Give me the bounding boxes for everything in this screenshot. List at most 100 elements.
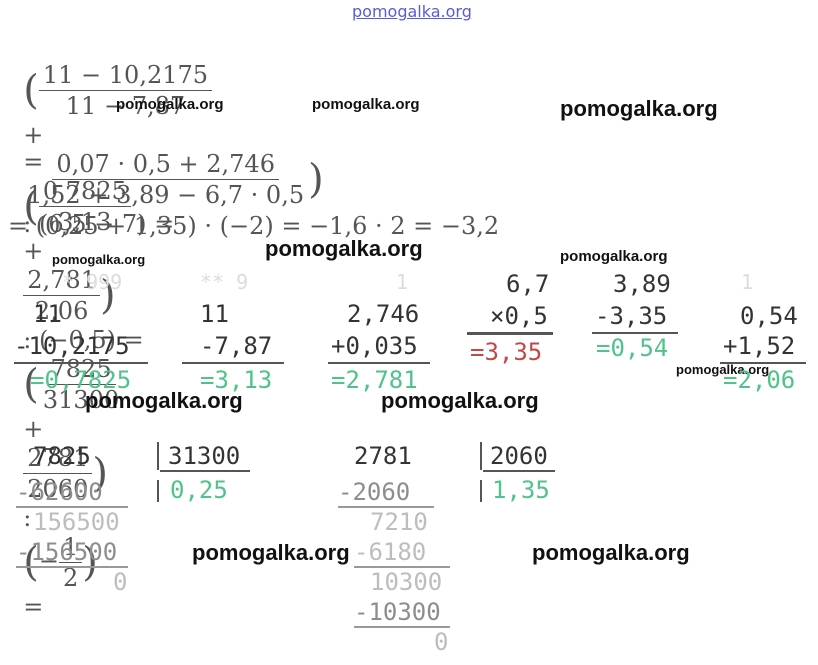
fraction-1-numerator: 11 − 10,2175 xyxy=(38,60,213,91)
column-result: =3,35 xyxy=(470,338,543,366)
plus-sign: + xyxy=(23,121,44,149)
watermark: pomogalka.org xyxy=(676,362,770,377)
fraction-1: 11 − 10,2175 11 − 7,87 xyxy=(38,60,213,121)
column-operand: +1,52 xyxy=(723,332,796,360)
division-step: 0 xyxy=(113,568,128,596)
close-paren: ) xyxy=(99,272,116,319)
division-bar xyxy=(480,480,482,502)
division-dividend: 7825 xyxy=(33,442,91,470)
equation-line-3: = (0,25 + 1,35) · (−2) = −1,6 · 2 = −3,2 xyxy=(8,212,500,240)
equals-sign: = xyxy=(23,593,44,621)
division-quotient: 1,35 xyxy=(492,476,550,504)
fraction-1-denominator: 11 − 7,87 xyxy=(65,92,186,120)
carry-marks: 1 xyxy=(396,270,409,294)
division-step: -156500 xyxy=(16,538,118,566)
division-step-line xyxy=(354,566,450,568)
equation-line-2-mid: : (−0,5) = xyxy=(23,326,144,354)
fraction-numerator: 7825 xyxy=(46,354,116,385)
watermark: pomogalka.org xyxy=(192,540,350,565)
division-quotient: 0,25 xyxy=(170,476,228,504)
open-paren: ( xyxy=(23,361,39,408)
fraction-denominator: 2 xyxy=(62,564,79,592)
division-step: -10300 xyxy=(354,598,441,626)
column-line xyxy=(328,362,430,364)
watermark: pomogalka.org xyxy=(85,388,243,413)
watermark: pomogalka.org xyxy=(532,540,690,565)
fraction-2: 0,07 · 0,5 + 2,746 1,52 + 3,89 − 6,7 · 0,… xyxy=(23,149,308,210)
division-step-line xyxy=(354,626,450,628)
top-watermark[interactable]: pomogalka.org xyxy=(352,2,472,21)
division-bar xyxy=(480,442,482,470)
watermark: pomogalka.org xyxy=(116,96,224,113)
column-line xyxy=(467,332,553,335)
fraction-4: 2,781 2,06 xyxy=(23,265,100,326)
division-bar xyxy=(157,480,159,502)
close-paren: ) xyxy=(82,539,98,586)
carry-marks: ** 9 xyxy=(200,270,249,294)
column-result: =3,13 xyxy=(200,366,273,394)
column-line xyxy=(182,362,284,364)
division-line xyxy=(160,470,250,472)
fraction-2-denominator: 1,52 + 3,89 − 6,7 · 0,5 xyxy=(27,181,305,209)
fraction-numerator: 1 xyxy=(58,532,83,563)
column-operand: -7,87 xyxy=(200,332,273,360)
fraction-numerator: 2781 xyxy=(23,443,93,474)
division-divisor: 2060 xyxy=(490,442,548,470)
column-operand: 0,54 xyxy=(740,302,798,330)
watermark: pomogalka.org xyxy=(265,236,423,261)
column-operand: -3,35 xyxy=(595,302,668,330)
column-operand: 11 xyxy=(200,300,229,328)
column-operand: 2,746 xyxy=(347,300,420,328)
column-operand: +0,035 xyxy=(331,332,418,360)
plus-sign: + xyxy=(23,415,44,443)
division-step-line xyxy=(338,506,434,508)
watermark: pomogalka.org xyxy=(52,252,146,267)
open-paren: ( xyxy=(23,539,39,586)
fraction-denominator: 2,06 xyxy=(34,297,89,325)
column-line xyxy=(592,332,678,334)
carry-marks: * 999 xyxy=(62,270,123,294)
watermark: pomogalka.org xyxy=(560,96,718,121)
watermark: pomogalka.org xyxy=(381,388,539,413)
division-step: -6180 xyxy=(354,538,427,566)
division-line xyxy=(483,470,555,472)
fraction-5: 7825 31300 xyxy=(39,354,123,415)
fraction-2-numerator: 0,07 · 0,5 + 2,746 xyxy=(52,149,279,180)
equation-line-2: = (0,7825 3,13 + 2,781 2,06) : (−0,5) = (7… xyxy=(8,120,144,621)
fraction-numerator: 2,781 xyxy=(23,265,100,296)
division-step: 0 xyxy=(434,628,449,656)
division-step: -62600 xyxy=(16,478,103,506)
column-operand: ×0,5 xyxy=(490,302,548,330)
division-dividend: 2781 xyxy=(354,442,412,470)
division-step-line xyxy=(16,566,128,568)
division-step: 156500 xyxy=(33,508,120,536)
carry-marks: 1 xyxy=(741,270,754,294)
fraction-3: 0,7825 3,13 xyxy=(38,176,131,237)
minus-sign: − xyxy=(38,547,59,575)
division-step: -2060 xyxy=(338,478,411,506)
fraction-numerator: 0,7825 xyxy=(38,176,131,207)
column-operand: -10,2175 xyxy=(14,332,130,360)
open-paren: ( xyxy=(23,67,39,114)
column-line xyxy=(14,362,148,364)
close-paren: ) xyxy=(92,450,108,497)
column-result: =0,54 xyxy=(596,334,669,362)
equation-line-1: (11 − 10,2175 11 − 7,87 + 0,07 · 0,5 + 2,… xyxy=(8,32,324,238)
watermark: pomogalka.org xyxy=(560,248,668,265)
division-divisor: 31300 xyxy=(168,442,241,470)
colon-sign: : xyxy=(23,504,32,532)
column-result: =2,781 xyxy=(331,366,418,394)
plus-sign: + xyxy=(23,237,44,265)
column-result: =0,7825 xyxy=(30,366,132,394)
division-step: 7210 xyxy=(370,508,428,536)
division-bar xyxy=(157,442,159,470)
fraction-denominator: 2060 xyxy=(27,475,89,503)
division-step-line xyxy=(16,506,128,508)
close-paren: ) xyxy=(308,156,324,203)
column-operand: 11 xyxy=(33,300,62,328)
column-operand: 3,89 xyxy=(613,270,671,298)
division-step: 10300 xyxy=(370,568,443,596)
column-operand: 6,7 xyxy=(506,270,550,298)
watermark: pomogalka.org xyxy=(312,96,420,113)
